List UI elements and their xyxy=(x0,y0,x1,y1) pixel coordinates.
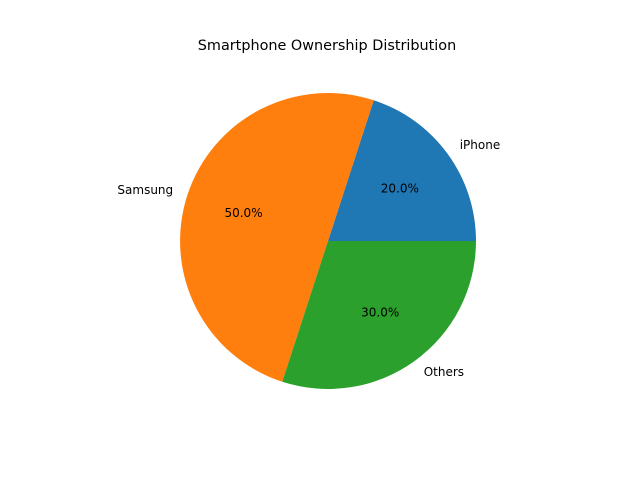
pie-slice-samsung xyxy=(180,93,374,382)
slice-percent-samsung: 50.0% xyxy=(224,206,262,220)
slice-label-others: Others xyxy=(424,365,464,379)
pie-slice-iphone xyxy=(328,100,476,241)
pie-slice-others xyxy=(282,241,476,390)
pie-labels: iPhone 20.0% Samsung 50.0% Others 30.0% xyxy=(117,138,500,379)
slice-label-iphone: iPhone xyxy=(460,138,501,152)
slice-percent-iphone: 20.0% xyxy=(381,181,419,195)
pie-slices xyxy=(180,93,476,390)
chart-title: Smartphone Ownership Distribution xyxy=(198,38,456,54)
slice-label-samsung: Samsung xyxy=(117,183,173,197)
slice-percent-others: 30.0% xyxy=(361,305,399,319)
